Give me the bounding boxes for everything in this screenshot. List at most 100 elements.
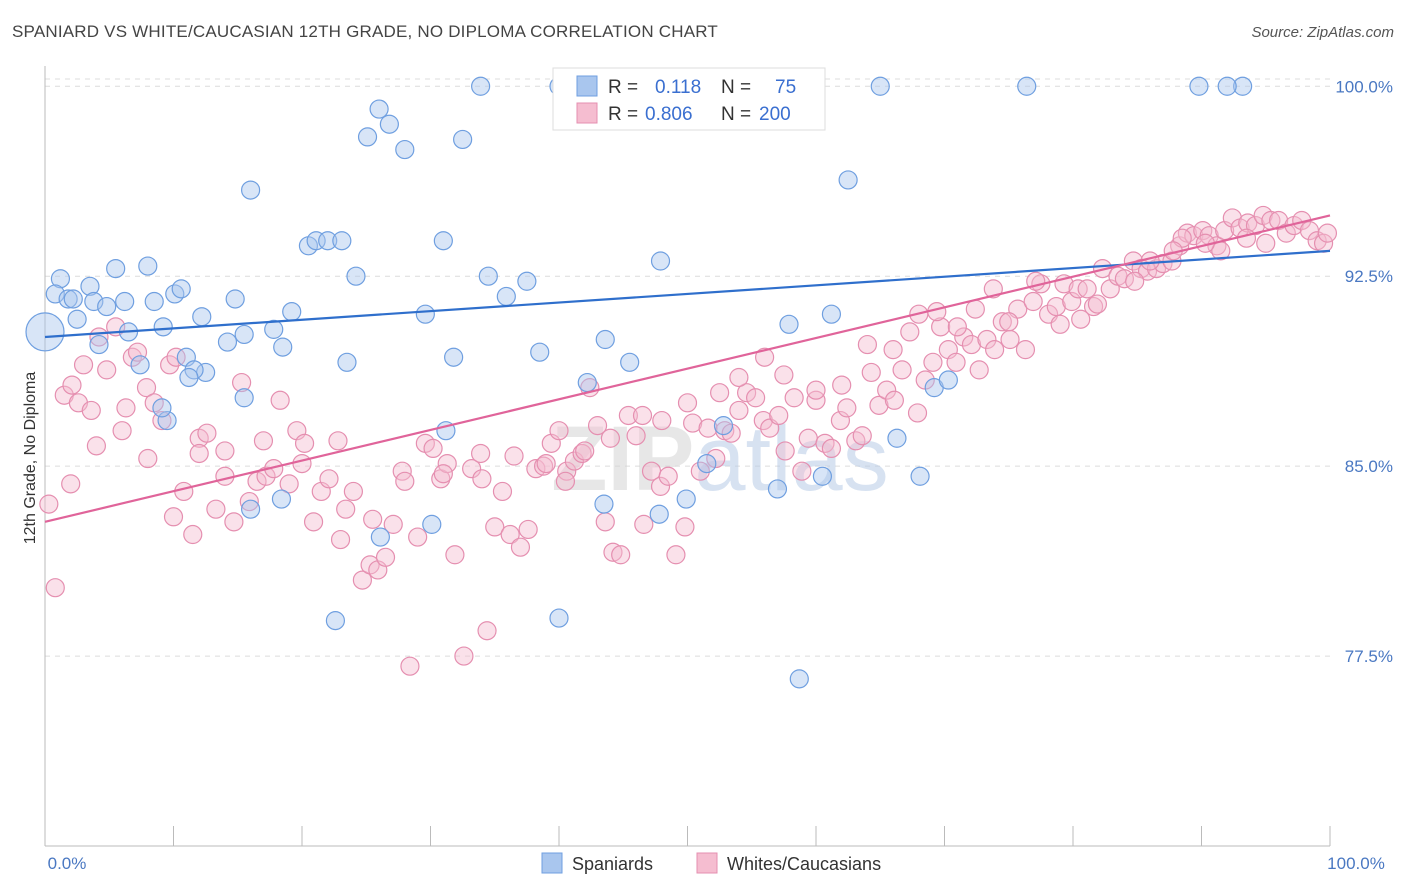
data-point bbox=[710, 383, 730, 403]
data-point bbox=[557, 461, 577, 481]
data-point bbox=[729, 400, 749, 421]
data-point bbox=[234, 324, 254, 345]
data-point bbox=[144, 291, 164, 312]
data-point bbox=[292, 453, 312, 474]
data-point bbox=[784, 388, 804, 408]
data-point bbox=[947, 317, 967, 337]
data-point bbox=[1189, 76, 1209, 96]
trend-line-whites-caucasians bbox=[44, 214, 1331, 523]
data-point bbox=[870, 76, 890, 96]
data-point bbox=[536, 453, 556, 474]
data-point bbox=[395, 139, 415, 160]
data-point bbox=[812, 466, 833, 486]
data-point bbox=[81, 400, 101, 421]
data-point bbox=[383, 514, 403, 534]
data-point bbox=[861, 362, 881, 383]
data-point bbox=[549, 608, 569, 628]
data-point bbox=[206, 499, 226, 519]
data-point bbox=[999, 312, 1019, 332]
y-tick-label: 85.0% bbox=[1345, 457, 1393, 476]
legend-swatch-whites bbox=[576, 102, 598, 124]
data-point bbox=[1062, 291, 1082, 312]
data-point bbox=[961, 334, 982, 355]
data-point bbox=[500, 524, 520, 545]
data-point bbox=[379, 114, 399, 134]
data-point bbox=[923, 352, 943, 372]
y-tick-labels: 77.5% 85.0% 92.5% 100.0% bbox=[1335, 77, 1393, 666]
data-point bbox=[319, 469, 339, 489]
data-point bbox=[526, 459, 546, 479]
data-point bbox=[677, 393, 698, 413]
data-point bbox=[453, 129, 473, 150]
data-point bbox=[73, 355, 94, 375]
data-point bbox=[395, 471, 415, 491]
data-point bbox=[1276, 223, 1296, 243]
data-point bbox=[713, 416, 734, 436]
data-point bbox=[303, 512, 324, 532]
bottom-legend-swatch-spaniards bbox=[541, 852, 563, 874]
data-point bbox=[595, 512, 615, 532]
data-point bbox=[887, 428, 907, 448]
data-point bbox=[1077, 279, 1097, 299]
series-spaniards bbox=[25, 76, 1253, 689]
data-point bbox=[325, 611, 346, 631]
data-point bbox=[965, 299, 985, 319]
data-point bbox=[789, 669, 809, 689]
bottom-legend-label-whites: Whites/Caucasians bbox=[727, 854, 881, 874]
data-point bbox=[1236, 228, 1257, 248]
data-point bbox=[106, 258, 126, 279]
data-point bbox=[462, 459, 482, 479]
data-point bbox=[626, 426, 646, 446]
data-point bbox=[234, 388, 254, 408]
data-point bbox=[838, 170, 858, 190]
data-point bbox=[1184, 226, 1204, 246]
data-point bbox=[485, 517, 505, 537]
x-tick-label-min: 0.0% bbox=[48, 854, 87, 873]
data-point bbox=[224, 512, 244, 532]
data-point bbox=[1256, 233, 1276, 253]
data-point bbox=[533, 456, 554, 476]
legend-n-value-2: 200 bbox=[759, 104, 791, 125]
data-point bbox=[857, 334, 878, 355]
x-tick-label-max: 100.0% bbox=[1327, 854, 1385, 873]
data-point bbox=[907, 403, 928, 423]
data-point bbox=[938, 370, 958, 390]
data-point bbox=[650, 251, 671, 271]
data-point bbox=[45, 578, 65, 598]
data-point bbox=[649, 504, 669, 524]
data-point bbox=[983, 279, 1003, 299]
data-point bbox=[138, 448, 158, 469]
data-point bbox=[697, 453, 717, 474]
data-point bbox=[792, 461, 812, 481]
trend-lines bbox=[44, 214, 1331, 523]
y-tick-label: 100.0% bbox=[1335, 77, 1393, 96]
data-point bbox=[832, 375, 852, 395]
data-point bbox=[837, 398, 857, 418]
data-point bbox=[153, 317, 173, 337]
data-point bbox=[753, 410, 773, 431]
data-point bbox=[1015, 340, 1036, 360]
data-point bbox=[492, 481, 513, 502]
data-point bbox=[518, 519, 538, 540]
data-point bbox=[86, 436, 107, 456]
data-point bbox=[883, 340, 903, 360]
data-point bbox=[652, 410, 672, 431]
data-point bbox=[174, 481, 194, 502]
data-points bbox=[25, 76, 1338, 689]
legend-n-label-2: N = bbox=[721, 104, 751, 125]
data-point bbox=[1193, 221, 1213, 241]
legend-r-value-2: 0.806 bbox=[645, 104, 693, 125]
data-point bbox=[352, 570, 372, 590]
data-point bbox=[575, 441, 595, 461]
data-point bbox=[767, 479, 788, 499]
legend-box: R = 0.118 N = 75 R = 0.806 N = 200 bbox=[552, 67, 826, 131]
data-point bbox=[97, 296, 117, 317]
legend-r-value-1: 0.118 bbox=[655, 77, 701, 98]
data-point bbox=[611, 545, 631, 565]
data-point bbox=[337, 352, 357, 372]
data-point bbox=[1017, 76, 1037, 96]
data-point bbox=[910, 466, 930, 486]
legend-swatch-spaniards bbox=[576, 75, 598, 97]
data-point bbox=[992, 312, 1012, 332]
data-point bbox=[477, 621, 497, 641]
